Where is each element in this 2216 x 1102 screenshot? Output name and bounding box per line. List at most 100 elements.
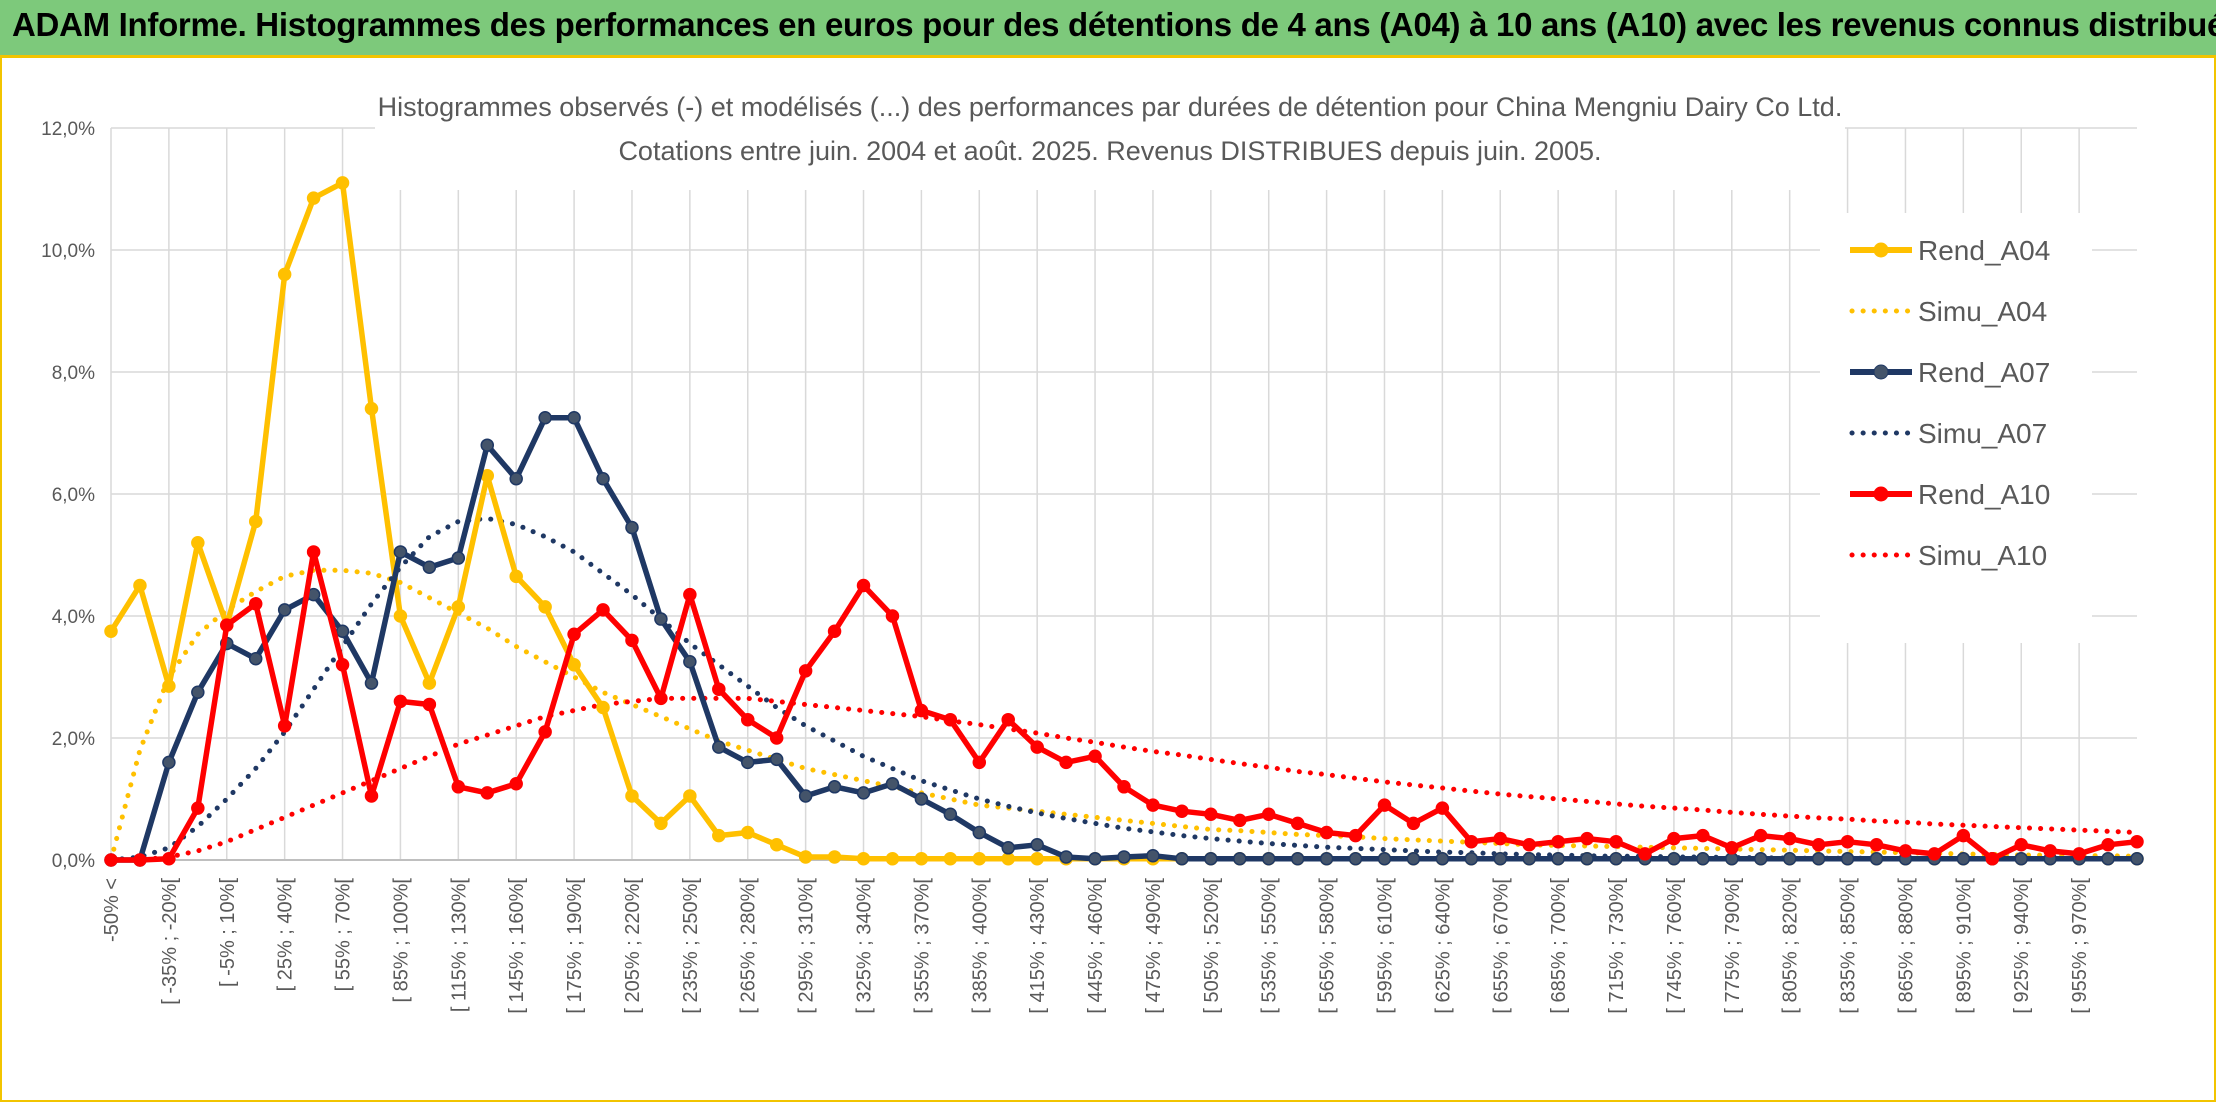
data-point bbox=[133, 853, 147, 867]
legend-label: Simu_A04 bbox=[1918, 296, 2047, 327]
legend-backdrop bbox=[1820, 213, 2092, 643]
page-title: ADAM Informe. Histogrammes des performan… bbox=[12, 6, 2216, 43]
y-tick-label: 12,0% bbox=[41, 119, 95, 140]
y-axis: 0,0% 2,0% 4,0% 6,0% 8,0% 10,0% 12,0% bbox=[41, 119, 95, 872]
data-point bbox=[1377, 852, 1392, 866]
data-point bbox=[1609, 852, 1623, 866]
y-tick-label: 0,0% bbox=[52, 851, 95, 872]
data-point bbox=[306, 545, 321, 559]
series-simu-a10 bbox=[108, 695, 2140, 863]
x-tick-label: [ 565% ; 580%[ bbox=[1317, 878, 1339, 1014]
data-point bbox=[1435, 852, 1450, 866]
data-point bbox=[1551, 834, 1565, 849]
data-point bbox=[712, 740, 726, 754]
data-point bbox=[277, 719, 292, 733]
data-point bbox=[509, 472, 523, 486]
data-point bbox=[1088, 749, 1102, 764]
data-point bbox=[625, 520, 639, 535]
data-point bbox=[509, 569, 523, 584]
data-point bbox=[1609, 834, 1623, 849]
data-point bbox=[683, 789, 697, 803]
x-tick-label: [ 835% ; 850%[ bbox=[1838, 878, 1860, 1014]
header-banner: ADAM Informe. Histogrammes des performan… bbox=[0, 0, 2216, 58]
data-point bbox=[943, 807, 958, 821]
data-point bbox=[1753, 852, 1768, 866]
data-point bbox=[1522, 838, 1536, 852]
data-point bbox=[625, 789, 639, 803]
data-point bbox=[1290, 852, 1305, 866]
data-point bbox=[914, 703, 929, 718]
data-point bbox=[2072, 847, 2086, 861]
data-point bbox=[1840, 834, 1855, 849]
data-point bbox=[740, 712, 755, 727]
x-tick-label: [ 55% ; 70%[ bbox=[333, 878, 355, 992]
data-point bbox=[1319, 852, 1334, 866]
data-point bbox=[856, 786, 871, 800]
data-point bbox=[1667, 831, 1681, 846]
data-point bbox=[1146, 848, 1160, 863]
data-point bbox=[740, 825, 755, 840]
legend-label: Rend_A04 bbox=[1918, 235, 2050, 266]
y-tick-label: 8,0% bbox=[52, 363, 95, 384]
data-point bbox=[1696, 852, 1710, 866]
x-tick-label: [ 505% ; 520%[ bbox=[1201, 878, 1223, 1014]
data-point bbox=[1261, 807, 1276, 821]
data-point bbox=[277, 267, 292, 282]
data-point bbox=[1175, 804, 1189, 818]
data-point bbox=[654, 612, 668, 626]
data-point bbox=[1059, 755, 1073, 770]
x-tick-label: [ 745% ; 760%[ bbox=[1664, 878, 1686, 1014]
x-tick-label: [ 175% ; 190%[ bbox=[564, 878, 586, 1014]
data-point bbox=[1406, 816, 1421, 831]
data-point bbox=[740, 755, 755, 770]
y-tick-label: 10,0% bbox=[41, 241, 95, 262]
data-point bbox=[885, 852, 900, 866]
legend-marker bbox=[1873, 486, 1889, 502]
data-point bbox=[1782, 831, 1797, 846]
data-point bbox=[364, 401, 379, 416]
data-point bbox=[885, 777, 900, 791]
data-point bbox=[596, 700, 610, 715]
data-point bbox=[335, 176, 350, 190]
data-point bbox=[567, 627, 581, 642]
data-point bbox=[596, 472, 610, 486]
histogram-chart: 0,0% 2,0% 4,0% 6,0% 8,0% 10,0% 12,0% -50% < [ -… bbox=[41, 78, 2144, 1014]
data-point bbox=[393, 609, 408, 623]
data-point bbox=[798, 789, 813, 803]
data-point bbox=[393, 545, 408, 559]
legend-item-simu-a04: Simu_A04 bbox=[1849, 296, 2047, 327]
data-point bbox=[1001, 841, 1015, 855]
data-point bbox=[248, 514, 263, 529]
data-point bbox=[248, 597, 263, 611]
data-point bbox=[1319, 825, 1334, 840]
data-point bbox=[769, 838, 784, 852]
x-tick-label: [ 685% ; 700%[ bbox=[1548, 878, 1570, 1014]
series-rend-a07 bbox=[104, 411, 2144, 867]
data-point bbox=[683, 655, 697, 669]
data-point bbox=[1551, 852, 1565, 866]
x-tick-label: [ 445% ; 460%[ bbox=[1085, 878, 1107, 1014]
x-tick-label: [ 415% ; 430%[ bbox=[1027, 878, 1049, 1014]
data-point bbox=[220, 618, 234, 632]
data-point bbox=[104, 853, 118, 867]
data-point bbox=[306, 191, 321, 205]
data-point bbox=[538, 725, 552, 739]
data-point bbox=[1811, 838, 1826, 852]
x-tick-label: [ 955% ; 970%[ bbox=[2069, 878, 2091, 1014]
data-point bbox=[1435, 801, 1450, 815]
data-point bbox=[162, 755, 176, 770]
data-point bbox=[1464, 852, 1479, 866]
legend-item-simu-a07: Simu_A07 bbox=[1849, 418, 2047, 449]
data-point bbox=[1811, 852, 1826, 866]
x-tick-label: [ -5% ; 10%[ bbox=[217, 878, 239, 987]
x-tick-label: [ 265% ; 280%[ bbox=[738, 878, 760, 1014]
data-point bbox=[1753, 828, 1768, 843]
data-point bbox=[335, 658, 350, 672]
data-point bbox=[827, 850, 842, 864]
data-point bbox=[1204, 807, 1218, 821]
x-tick-label: -50% < bbox=[101, 878, 123, 942]
data-point bbox=[2101, 852, 2115, 866]
data-point bbox=[451, 551, 466, 565]
data-point bbox=[798, 664, 813, 678]
x-tick-label: [ 115% ; 130%[ bbox=[448, 878, 470, 1013]
